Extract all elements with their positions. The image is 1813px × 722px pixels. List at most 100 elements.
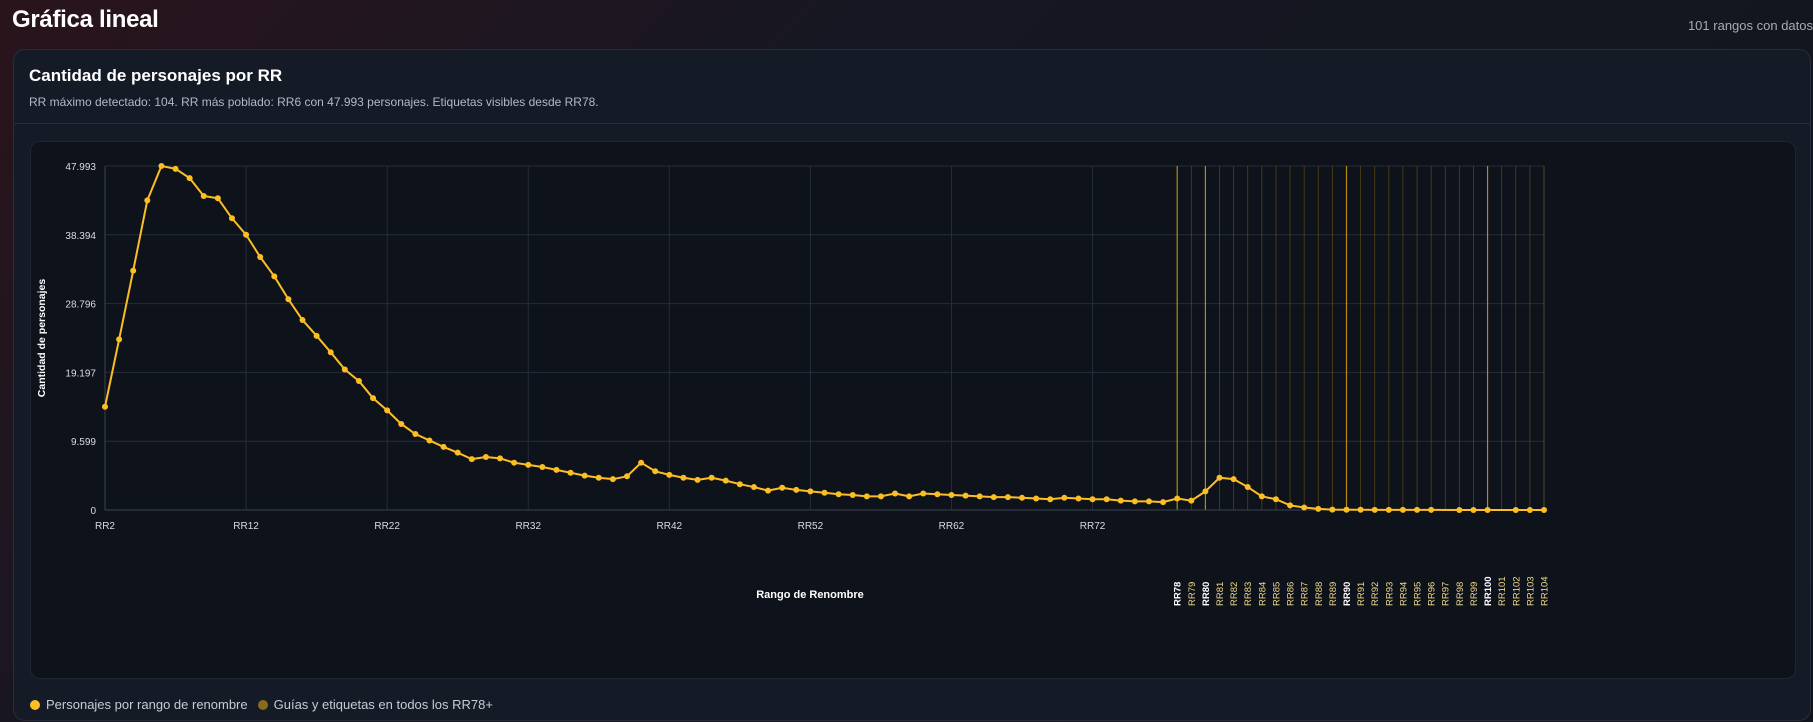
data-point-rr71[interactable] [1075, 495, 1082, 502]
data-point-rr44[interactable] [694, 476, 701, 483]
data-point-rr62[interactable] [948, 491, 955, 498]
data-point-rr36[interactable] [581, 472, 588, 479]
data-point-rr66[interactable] [1004, 494, 1011, 501]
data-point-rr84[interactable] [1258, 493, 1265, 500]
data-point-rr100[interactable] [1484, 506, 1491, 513]
data-point-rr99[interactable] [1470, 506, 1477, 513]
data-point-rr23[interactable] [398, 420, 405, 427]
data-point-rr94[interactable] [1399, 506, 1406, 513]
data-point-rr9[interactable] [200, 193, 207, 200]
data-point-rr103[interactable] [1526, 506, 1533, 513]
data-point-rr6[interactable] [158, 163, 165, 169]
series-layer[interactable] [102, 163, 1547, 513]
data-point-rr95[interactable] [1414, 506, 1421, 513]
data-point-rr59[interactable] [906, 493, 913, 500]
data-point-rr49[interactable] [765, 487, 772, 494]
data-point-rr46[interactable] [722, 477, 729, 484]
data-point-rr102[interactable] [1512, 506, 1519, 513]
data-point-rr83[interactable] [1244, 484, 1251, 491]
data-point-rr51[interactable] [793, 486, 800, 493]
data-point-rr63[interactable] [962, 492, 969, 499]
data-point-rr65[interactable] [990, 494, 997, 501]
data-point-rr39[interactable] [623, 473, 630, 480]
data-point-rr73[interactable] [1103, 496, 1110, 503]
data-point-rr85[interactable] [1272, 496, 1279, 503]
data-point-rr5[interactable] [144, 197, 151, 204]
data-point-rr74[interactable] [1117, 497, 1124, 504]
data-point-rr55[interactable] [849, 491, 856, 498]
data-point-rr92[interactable] [1371, 506, 1378, 513]
data-point-rr58[interactable] [892, 490, 899, 497]
chart-panel[interactable]: 0 9.599 19.197 28.796 38.394 47.993 RR2 RR12 RR2… [30, 141, 1796, 679]
data-point-rr24[interactable] [412, 431, 419, 438]
data-point-rr87[interactable] [1301, 504, 1308, 511]
data-point-rr76[interactable] [1145, 498, 1152, 505]
data-point-rr12[interactable] [243, 231, 250, 238]
data-point-rr80[interactable] [1202, 488, 1209, 495]
data-point-rr21[interactable] [370, 395, 377, 402]
data-point-rr98[interactable] [1456, 506, 1463, 513]
data-point-rr14[interactable] [271, 273, 278, 280]
data-point-rr81[interactable] [1216, 474, 1223, 481]
data-point-rr90[interactable] [1343, 506, 1350, 513]
data-point-rr68[interactable] [1033, 495, 1040, 502]
data-point-rr4[interactable] [130, 267, 137, 274]
data-point-rr82[interactable] [1230, 476, 1237, 483]
data-point-rr13[interactable] [257, 253, 264, 260]
data-point-rr79[interactable] [1188, 497, 1195, 504]
data-point-rr69[interactable] [1047, 496, 1054, 503]
data-point-rr54[interactable] [835, 491, 842, 498]
data-point-rr15[interactable] [285, 296, 292, 303]
data-point-rr22[interactable] [384, 407, 391, 414]
data-point-rr37[interactable] [595, 474, 602, 481]
data-point-rr47[interactable] [736, 481, 743, 488]
series-line[interactable] [104, 165, 1545, 511]
legend-item-guides[interactable]: Guías y etiquetas en todos los RR78+ [257, 697, 493, 712]
data-point-rr28[interactable] [468, 456, 475, 463]
data-point-rr35[interactable] [567, 469, 574, 476]
data-point-rr43[interactable] [680, 474, 687, 481]
data-point-rr26[interactable] [440, 443, 447, 450]
data-point-rr7[interactable] [172, 165, 179, 172]
data-point-rr41[interactable] [652, 468, 659, 475]
data-point-rr40[interactable] [638, 459, 645, 466]
data-point-rr89[interactable] [1329, 506, 1336, 513]
data-point-rr52[interactable] [807, 488, 814, 495]
data-point-rr96[interactable] [1428, 506, 1435, 513]
data-point-rr29[interactable] [482, 453, 489, 460]
data-point-rr56[interactable] [863, 493, 870, 500]
data-point-rr70[interactable] [1061, 494, 1068, 501]
data-point-rr78[interactable] [1174, 495, 1181, 502]
data-point-rr2[interactable] [102, 403, 108, 410]
data-point-rr27[interactable] [454, 449, 461, 456]
data-point-rr38[interactable] [609, 476, 616, 483]
data-point-rr91[interactable] [1357, 506, 1364, 513]
data-point-rr72[interactable] [1089, 496, 1096, 503]
data-point-rr93[interactable] [1385, 506, 1392, 513]
data-point-rr20[interactable] [355, 377, 362, 384]
legend-item-series[interactable]: Personajes por rango de renombre [30, 697, 248, 712]
data-point-rr104[interactable] [1541, 506, 1547, 513]
data-point-rr50[interactable] [779, 484, 786, 491]
data-point-rr42[interactable] [666, 471, 673, 478]
data-point-rr77[interactable] [1160, 499, 1167, 506]
data-point-rr32[interactable] [525, 461, 532, 468]
data-point-rr25[interactable] [426, 437, 433, 444]
line-chart[interactable]: 0 9.599 19.197 28.796 38.394 47.993 RR2 RR12 RR2… [31, 142, 1795, 678]
data-point-rr34[interactable] [553, 466, 560, 473]
data-point-rr33[interactable] [539, 463, 546, 470]
data-point-rr57[interactable] [877, 493, 884, 500]
data-point-rr31[interactable] [511, 459, 518, 466]
data-point-rr61[interactable] [934, 491, 941, 498]
data-point-rr86[interactable] [1287, 502, 1294, 509]
data-point-rr48[interactable] [750, 484, 757, 491]
data-point-rr88[interactable] [1315, 505, 1322, 512]
data-point-rr16[interactable] [299, 317, 306, 324]
data-point-rr10[interactable] [214, 195, 221, 202]
data-point-rr30[interactable] [497, 455, 504, 462]
data-point-rr18[interactable] [327, 349, 334, 356]
data-point-rr45[interactable] [708, 474, 715, 481]
data-point-rr60[interactable] [920, 490, 927, 497]
data-point-rr11[interactable] [228, 215, 235, 222]
data-point-rr19[interactable] [341, 366, 348, 373]
